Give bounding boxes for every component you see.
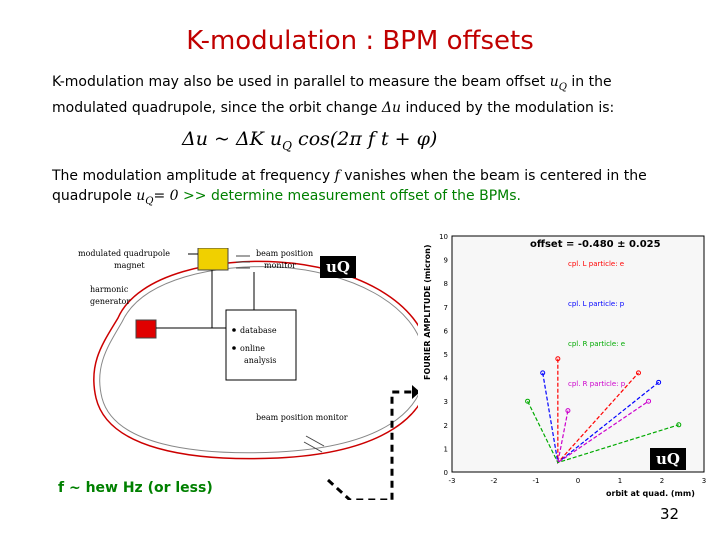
dashed-arrow <box>326 385 420 500</box>
page-title: K-modulation : BPM offsets <box>186 26 534 56</box>
bottom-bpm-label: beam position monitor <box>256 413 348 422</box>
y-tick-label: 10 <box>439 233 448 241</box>
plot-frame <box>451 235 705 473</box>
computer-box <box>225 309 297 381</box>
uq-marker-2: uQ <box>650 448 686 470</box>
x-tick-label: 3 <box>702 477 706 485</box>
bpm-label-1: beam position <box>256 249 313 258</box>
frequency-footnote: f ~ hew Hz (or less) <box>58 480 213 496</box>
bullet-online: online <box>240 344 265 353</box>
x-tick-label: 0 <box>576 477 580 485</box>
x-tick-label: 1 <box>618 477 622 485</box>
data-point <box>555 356 561 362</box>
y-tick-label: 8 <box>444 280 448 288</box>
data-point <box>656 379 662 385</box>
bullet-analysis: analysis <box>244 356 277 365</box>
x-tick-label: -3 <box>449 477 456 485</box>
harmonic-label-1: harmonic <box>90 285 129 294</box>
x-tick-labels: -3 -2 -1 0 1 2 3 <box>449 477 707 485</box>
harmonic-label-2: generator <box>90 297 130 306</box>
data-point <box>540 370 546 376</box>
data-point <box>635 370 641 376</box>
y-tick-label: 6 <box>444 327 449 335</box>
ring-orbit-outer <box>93 260 432 460</box>
uq-marker-1: uQ <box>320 256 356 278</box>
y-tick-label: 0 <box>444 469 448 477</box>
fit-line <box>527 400 679 464</box>
data-point <box>676 422 682 428</box>
data-point <box>646 398 652 404</box>
paragraph-2-line-2: quadrupole uQ= 0 >> determine measuremen… <box>52 188 521 207</box>
legend-entry: cpl. R particle: p <box>568 380 626 388</box>
data-point <box>565 408 571 414</box>
y-tick-label: 4 <box>444 375 449 383</box>
y-tick-label: 9 <box>444 257 448 265</box>
paragraph-1: K-modulation may also be used in paralle… <box>52 72 614 118</box>
y-tick-label: 3 <box>444 398 448 406</box>
x-tick-label: -1 <box>533 477 540 485</box>
quad-label-2: magnet <box>114 261 145 270</box>
y-tick-label: 2 <box>444 422 448 430</box>
paragraph-2: The modulation amplitude at frequency f … <box>52 166 647 212</box>
legend-entry: cpl. L particle: p <box>568 300 625 308</box>
paragraph-2-line-1: The modulation amplitude at frequency f … <box>52 168 647 184</box>
quadrupole-magnet <box>197 248 229 271</box>
modulation-formula: Δu ~ ΔK uQ cos(2π f t + φ) <box>182 128 438 153</box>
page-number: 32 <box>660 505 680 523</box>
bpm-label-2: monitor <box>264 261 296 270</box>
x-tick-label: -2 <box>491 477 498 485</box>
v-shaped-fits <box>525 356 682 465</box>
plot-ylabel: FOURIER AMPLITUDE (micron) <box>423 244 432 380</box>
bullet-database: database <box>240 326 277 335</box>
plot-legend: cpl. L particle: e cpl. L particle: p cpl.… <box>568 260 626 388</box>
y-tick-label: 7 <box>444 304 448 312</box>
paragraph-1-line-2: modulated quadrupole, since the orbit ch… <box>52 99 615 116</box>
y-tick-label: 1 <box>444 445 448 453</box>
ring-orbit-inner <box>99 266 426 454</box>
k-modulation-schematic: modulated quadrupole magnet beam positio… <box>78 248 432 460</box>
harmonic-generator <box>135 319 157 339</box>
quad-label-1: modulated quadrupole <box>78 249 170 258</box>
data-point <box>525 398 531 404</box>
y-tick-label: 5 <box>444 351 448 359</box>
paragraph-1-line-1: K-modulation may also be used in paralle… <box>52 74 612 93</box>
legend-entry: cpl. L particle: e <box>568 260 624 268</box>
x-tick-label: 2 <box>660 477 664 485</box>
offset-label: offset = -0.480 ± 0.025 <box>530 239 661 250</box>
legend-entry: cpl. R particle: e <box>568 340 625 348</box>
plot-xlabel: orbit at quad. (mm) <box>606 489 695 498</box>
